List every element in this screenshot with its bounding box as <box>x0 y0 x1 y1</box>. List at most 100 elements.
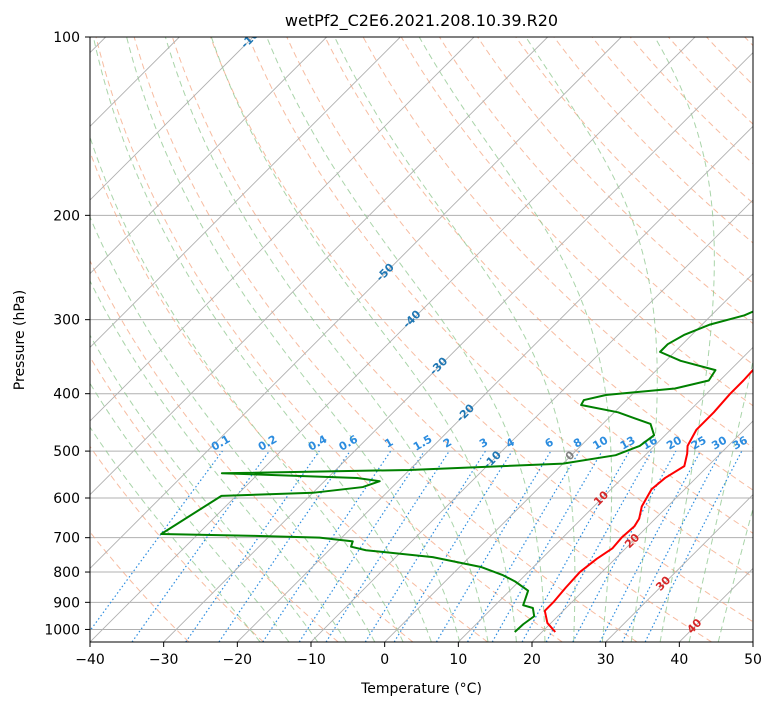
moist-adiabat <box>688 358 753 642</box>
moist-adiabat <box>164 37 489 642</box>
y-tick-label: 700 <box>53 531 80 547</box>
isotherm-line <box>384 273 753 642</box>
isotherm-line <box>605 494 753 642</box>
x-tick-label: 20 <box>523 652 541 668</box>
dry-adiabat <box>706 37 753 86</box>
moist-adiabat <box>90 215 376 642</box>
dry-adiabat <box>90 259 414 642</box>
sounding-line-1 <box>543 368 753 633</box>
isotherm-label: -20 <box>454 401 477 424</box>
moist-adiabat <box>90 135 404 642</box>
isotherm-line <box>237 125 753 642</box>
x-tick-label: −20 <box>223 652 253 668</box>
mixing-ratio-label: 0.1 <box>209 433 232 454</box>
plot-frame <box>89 36 754 643</box>
isotherm-label: -40 <box>400 307 423 330</box>
moist-adiabat <box>126 37 461 642</box>
isotherm-line <box>679 567 753 642</box>
y-tick-label: 800 <box>53 565 80 581</box>
moist-adiabat <box>266 37 546 642</box>
isotherm-label: 10 <box>591 488 611 508</box>
sounding-series <box>160 310 753 633</box>
moist-adiabat <box>654 37 715 642</box>
dry-adiabat <box>400 37 753 407</box>
isotherm-line <box>458 346 753 642</box>
dry-adiabat <box>90 356 339 642</box>
x-axis-label: Temperature (°C) <box>360 681 482 697</box>
dry-adiabat <box>171 37 712 642</box>
isotherm-label: 40 <box>684 616 704 636</box>
mixing-ratio-line <box>325 450 450 642</box>
mixing-ratio-label: 3 <box>477 436 490 451</box>
dry-adiabats <box>90 37 753 642</box>
isotherm-line <box>531 420 753 642</box>
mixing-ratio-label: 36 <box>730 433 750 452</box>
x-tick-label: 0 <box>380 652 389 668</box>
dry-adiabat <box>324 37 753 491</box>
dry-adiabat <box>629 37 753 165</box>
mixing-ratio-labels: 0.1 0.2 0.4 0.6 1 1.5 2 3 4 6 8 10 13 16 20 25 30 36 <box>209 432 750 453</box>
dry-adiabat <box>95 37 563 642</box>
mixing-ratio-line <box>572 450 677 642</box>
isotherms <box>90 37 753 642</box>
moist-adiabat <box>525 37 658 642</box>
x-axis: −40 −30 −20 −10 0 10 20 30 40 50 <box>75 642 762 668</box>
x-tick-label: −10 <box>296 652 326 668</box>
isotherm-line <box>90 37 254 201</box>
dry-adiabat <box>210 37 753 623</box>
y-tick-label: 100 <box>53 30 80 46</box>
x-tick-label: 50 <box>744 652 762 668</box>
mixing-ratio-line <box>644 450 743 642</box>
mixing-ratio-label: 10 <box>591 433 611 452</box>
mixing-ratio-line <box>185 450 320 642</box>
mixing-ratio-label: 0.6 <box>337 432 361 453</box>
dry-adiabat <box>591 37 753 204</box>
mixing-ratio-label: 6 <box>543 435 556 450</box>
isotherm-label: -50 <box>374 261 397 284</box>
isotherm-line <box>90 37 401 348</box>
isotherm-line <box>752 641 753 642</box>
isotherm-label: -90 <box>362 0 385 1</box>
y-tick-label: 300 <box>53 313 80 329</box>
isotherm-line <box>90 37 475 422</box>
pressure-gridlines <box>90 37 753 630</box>
mixing-ratio-label: 20 <box>664 433 684 452</box>
moist-adiabat <box>90 382 290 642</box>
plot-area: -100-90-80-70-60-50-40-30-20-10010203040… <box>90 0 753 642</box>
mixing-ratio-line <box>393 450 513 642</box>
isotherm-line <box>90 37 548 496</box>
moist-adiabat <box>418 37 613 642</box>
y-tick-label: 600 <box>53 491 80 507</box>
dry-adiabat <box>133 37 638 642</box>
y-axis-label: Pressure (hPa) <box>12 290 28 390</box>
dry-adiabat <box>248 37 753 578</box>
isotherm-line <box>90 37 622 569</box>
isotherm-label: -30 <box>427 354 450 377</box>
dry-adiabat <box>90 445 264 642</box>
mixing-ratio-label: 0.4 <box>306 432 330 453</box>
mixing-ratio-line <box>262 450 392 642</box>
mixing-ratio-lines <box>90 450 743 642</box>
moist-adiabat <box>210 37 517 642</box>
y-tick-label: 500 <box>53 444 80 460</box>
moist-adiabat <box>92 37 432 642</box>
mixing-ratio-label: 0.2 <box>256 433 279 454</box>
x-tick-label: 40 <box>670 652 688 668</box>
isotherm-line <box>163 52 753 642</box>
dry-adiabat <box>744 37 753 47</box>
chart-title: wetPf2_C2E6.2021.208.10.39.R20 <box>285 11 558 31</box>
mixing-ratio-label: 30 <box>709 433 729 452</box>
moist-adiabat <box>90 334 319 642</box>
isotherm-line <box>90 37 696 642</box>
x-tick-label: 10 <box>449 652 467 668</box>
sounding-line-2 <box>160 310 753 633</box>
dry-adiabat <box>90 150 488 642</box>
dry-adiabat <box>515 37 753 284</box>
moist-adiabats <box>90 37 753 642</box>
moist-adiabat <box>717 506 753 642</box>
x-tick-label: 30 <box>597 652 615 668</box>
moist-adiabat <box>90 426 261 642</box>
isotherm-label: -10 <box>481 448 504 471</box>
